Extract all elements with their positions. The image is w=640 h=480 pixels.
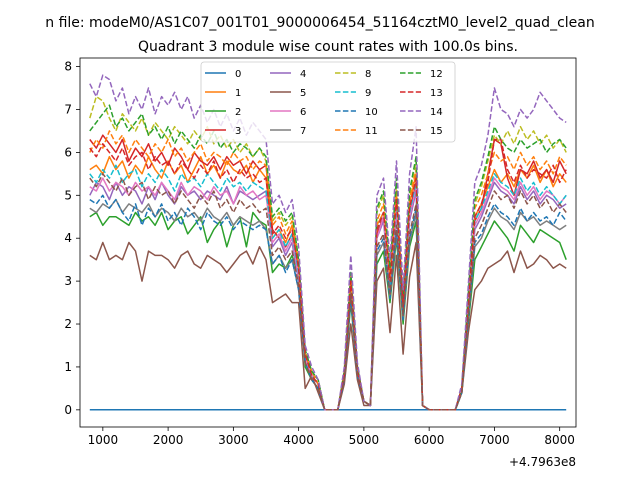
legend-label-10: 10	[365, 107, 378, 118]
chart-title: Quadrant 3 module wise count rates with …	[138, 39, 518, 55]
y-tick-label: 1	[64, 360, 72, 374]
legend-label-3: 3	[235, 126, 241, 137]
y-tick-label: 2	[64, 317, 72, 331]
legend-label-7: 7	[300, 126, 306, 137]
y-tick-label: 6	[64, 145, 72, 159]
y-tick-label: 5	[64, 188, 72, 202]
x-axis: 1000 2000 3000 4000 5000 6000 7000 8000	[88, 427, 575, 447]
series-line-14	[89, 74, 567, 411]
series-line-15	[89, 173, 567, 411]
series-line-12	[89, 104, 567, 411]
x-tick-label: 1000	[88, 433, 119, 447]
y-tick-label: 3	[64, 274, 72, 288]
x-tick-label: 7000	[479, 433, 510, 447]
y-axis: 0 1 2 3 4 5 6 7 8	[64, 60, 80, 417]
legend-label-0: 0	[235, 69, 241, 80]
legend-box	[200, 61, 456, 143]
legend-label-6: 6	[300, 107, 306, 118]
figure-suptitle: n file: modeM0/AS1C07_001T01_9000006454_…	[45, 15, 594, 31]
y-tick-label: 8	[64, 60, 72, 74]
legend-label-15: 15	[430, 126, 443, 137]
legend-label-11: 11	[365, 126, 378, 137]
legend-label-14: 14	[430, 107, 443, 118]
x-tick-label: 3000	[218, 433, 249, 447]
series-line-13	[89, 138, 567, 411]
legend-label-8: 8	[365, 69, 371, 80]
legend-label-12: 12	[430, 69, 443, 80]
legend-label-9: 9	[365, 88, 371, 99]
legend-label-2: 2	[235, 107, 241, 118]
x-tick-label: 2000	[153, 433, 184, 447]
series-layer	[89, 74, 567, 411]
series-line-9	[89, 164, 567, 411]
y-tick-label: 0	[64, 403, 72, 417]
y-tick-label: 4	[64, 231, 72, 245]
legend-label-4: 4	[300, 69, 306, 80]
x-tick-label: 6000	[414, 433, 445, 447]
x-tick-label: 8000	[544, 433, 575, 447]
x-tick-label: 4000	[283, 433, 314, 447]
plot-frame	[79, 57, 577, 428]
y-tick-label: 7	[64, 102, 72, 116]
x-tick-label: 5000	[349, 433, 380, 447]
legend-label-1: 1	[235, 88, 241, 99]
legend-label-5: 5	[300, 88, 306, 99]
x-axis-offset-label: +4.7963e8	[509, 455, 576, 469]
legend-label-13: 13	[430, 88, 443, 99]
